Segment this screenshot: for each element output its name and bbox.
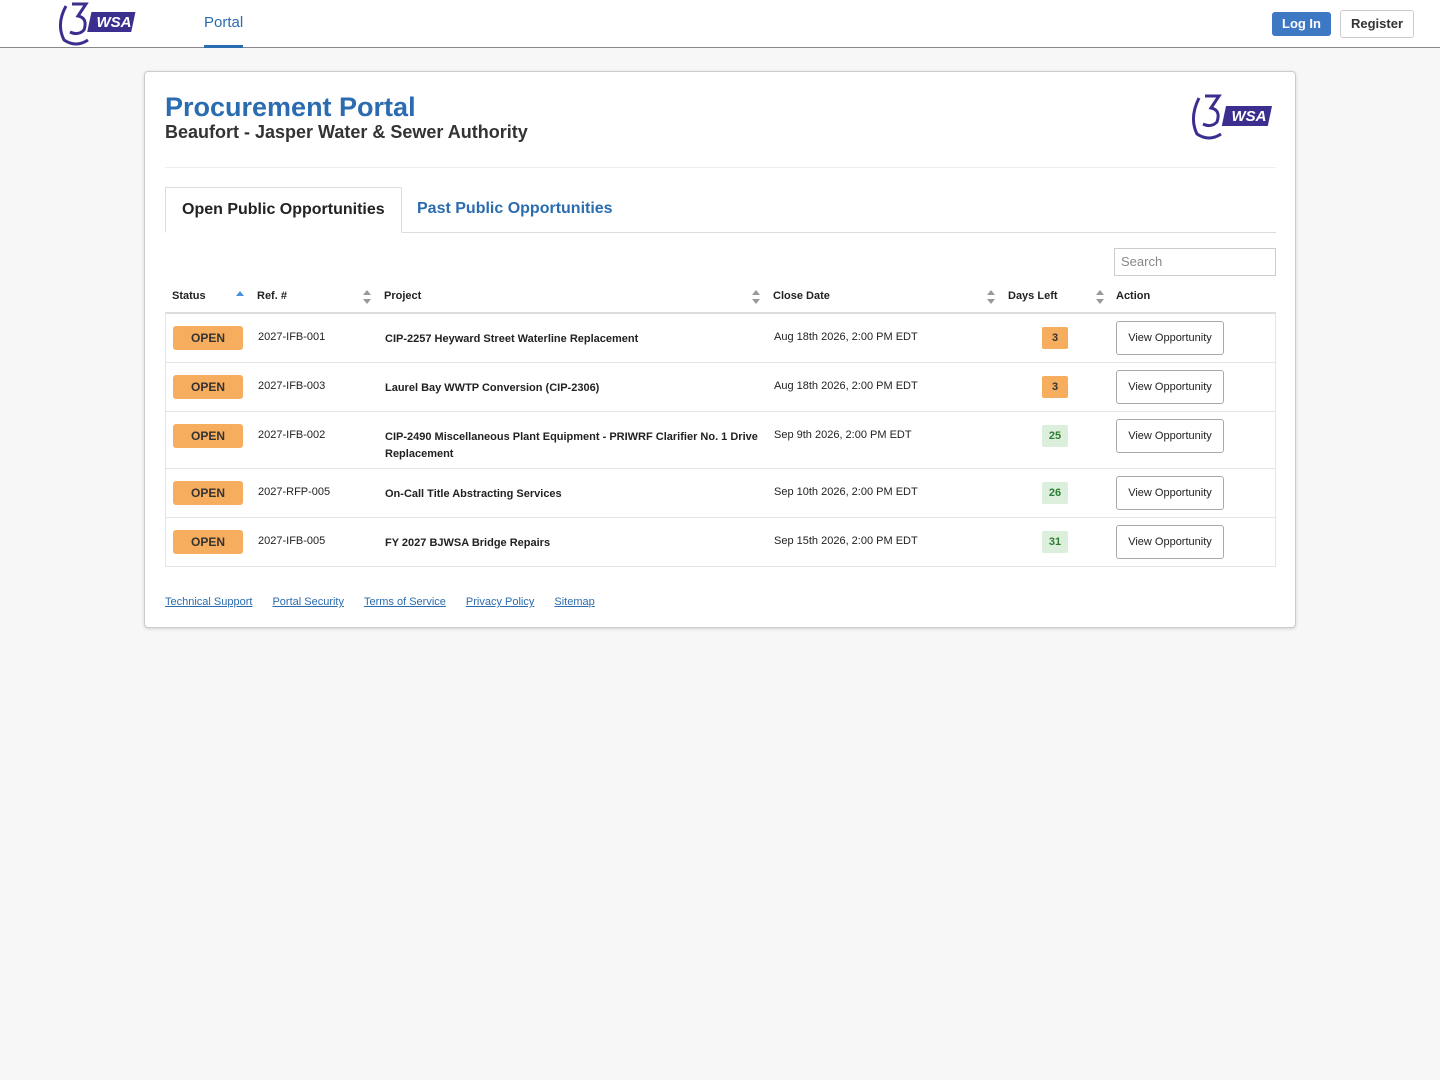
ref-number: 2027-IFB-001 bbox=[258, 331, 326, 343]
logo-text: WSA bbox=[97, 14, 132, 31]
search-input[interactable]: Search bbox=[1114, 248, 1276, 276]
footer-link[interactable]: Sitemap bbox=[554, 596, 595, 608]
sort-icon bbox=[236, 290, 244, 308]
days-left: 3 bbox=[1042, 376, 1068, 398]
project-name: On-Call Title Abstracting Services bbox=[385, 488, 562, 500]
table-row: OPEN 2027-IFB-002 CIP-2490 Miscellaneous P… bbox=[165, 412, 1276, 469]
footer-link[interactable]: Portal Security bbox=[272, 596, 344, 608]
table: Status Ref. # Project Close Date Days Left Ac… bbox=[165, 282, 1276, 567]
ref-number: 2027-IFB-002 bbox=[258, 429, 326, 441]
column-header[interactable]: Days Left bbox=[1008, 290, 1058, 302]
logo: WSA bbox=[1192, 94, 1273, 140]
footer-link[interactable]: Terms of Service bbox=[363, 596, 446, 608]
sort-icon bbox=[1096, 290, 1104, 309]
project-name: CIP-2490 Miscellaneous Plant Equipment -… bbox=[385, 431, 758, 460]
tab-open[interactable]: Open Public Opportunities bbox=[165, 187, 402, 233]
logo-text: WSA bbox=[1232, 108, 1267, 125]
close-date: Sep 10th 2026, 2:00 PM EDT bbox=[774, 486, 918, 498]
table-row: OPEN 2027-IFB-001 CIP-2257 Heyward Street … bbox=[165, 314, 1276, 363]
page-subtitle: Beaufort - Jasper Water & Sewer Authorit… bbox=[165, 122, 528, 142]
column-header[interactable]: Status bbox=[172, 290, 206, 302]
column-header[interactable]: Close Date bbox=[773, 290, 830, 302]
view-opportunity-button[interactable]: View Opportunity bbox=[1116, 370, 1224, 404]
status-badge: OPEN bbox=[173, 481, 243, 505]
days-left: 26 bbox=[1042, 482, 1068, 504]
project-name: FY 2027 BJWSA Bridge Repairs bbox=[385, 537, 551, 549]
days-left: 31 bbox=[1042, 531, 1068, 553]
footer-link[interactable]: Privacy Policy bbox=[465, 596, 535, 608]
table-row: OPEN 2027-IFB-005 FY 2027 BJWSA Bridge Rep… bbox=[165, 518, 1276, 567]
close-date: Aug 18th 2026, 2:00 PM EDT bbox=[774, 331, 918, 343]
footer: Technical Support Portal Security Terms of… bbox=[165, 596, 615, 608]
days-left: 25 bbox=[1042, 425, 1068, 447]
divider bbox=[165, 167, 1276, 168]
register-button[interactable]: Register bbox=[1340, 10, 1414, 38]
close-date: Sep 9th 2026, 2:00 PM EDT bbox=[774, 429, 912, 441]
view-opportunity-button[interactable]: View Opportunity bbox=[1116, 419, 1224, 453]
table-row: OPEN 2027-RFP-005 On-Call Title Abstractin… bbox=[165, 469, 1276, 518]
card: Procurement Portal Beaufort - Jasper Wat… bbox=[144, 71, 1296, 628]
table-header: Status Ref. # Project Close Date Days Left Ac… bbox=[165, 282, 1276, 314]
page-title: Procurement Portal bbox=[165, 92, 416, 122]
project-name: Laurel Bay WWTP Conversion (CIP-2306) bbox=[385, 382, 600, 394]
view-opportunity-button[interactable]: View Opportunity bbox=[1116, 476, 1224, 510]
sort-icon bbox=[363, 290, 371, 309]
view-opportunity-button[interactable]: View Opportunity bbox=[1116, 525, 1224, 559]
top-bar: WSA Portal Log In Register bbox=[0, 0, 1440, 48]
column-header[interactable]: Project bbox=[384, 290, 422, 302]
sort-icon bbox=[752, 290, 760, 309]
ref-number: 2027-IFB-005 bbox=[258, 535, 326, 547]
ref-number: 2027-RFP-005 bbox=[258, 486, 331, 498]
status-badge: OPEN bbox=[173, 530, 243, 554]
tab-past[interactable]: Past Public Opportunities bbox=[417, 200, 613, 217]
close-date: Sep 15th 2026, 2:00 PM EDT bbox=[774, 535, 918, 547]
nav-portal[interactable]: Portal bbox=[204, 0, 244, 48]
close-date: Aug 18th 2026, 2:00 PM EDT bbox=[774, 380, 918, 392]
column-header: Action bbox=[1116, 290, 1151, 302]
project-name: CIP-2257 Heyward Street Waterline Replac… bbox=[385, 333, 639, 345]
tabs: Open Public Opportunities Past Public Op… bbox=[165, 187, 1276, 233]
view-opportunity-button[interactable]: View Opportunity bbox=[1116, 321, 1224, 355]
status-badge: OPEN bbox=[173, 424, 243, 448]
sort-icon bbox=[987, 290, 995, 309]
login-button[interactable]: Log In bbox=[1272, 12, 1331, 36]
table-row: OPEN 2027-IFB-003 Laurel Bay WWTP Conversi… bbox=[165, 363, 1276, 412]
footer-link[interactable]: Technical Support bbox=[165, 596, 253, 608]
column-header[interactable]: Ref. # bbox=[257, 290, 287, 302]
ref-number: 2027-IFB-003 bbox=[258, 380, 326, 392]
days-left: 3 bbox=[1042, 327, 1068, 349]
status-badge: OPEN bbox=[173, 326, 243, 350]
status-badge: OPEN bbox=[173, 375, 243, 399]
logo: WSA bbox=[59, 2, 136, 46]
